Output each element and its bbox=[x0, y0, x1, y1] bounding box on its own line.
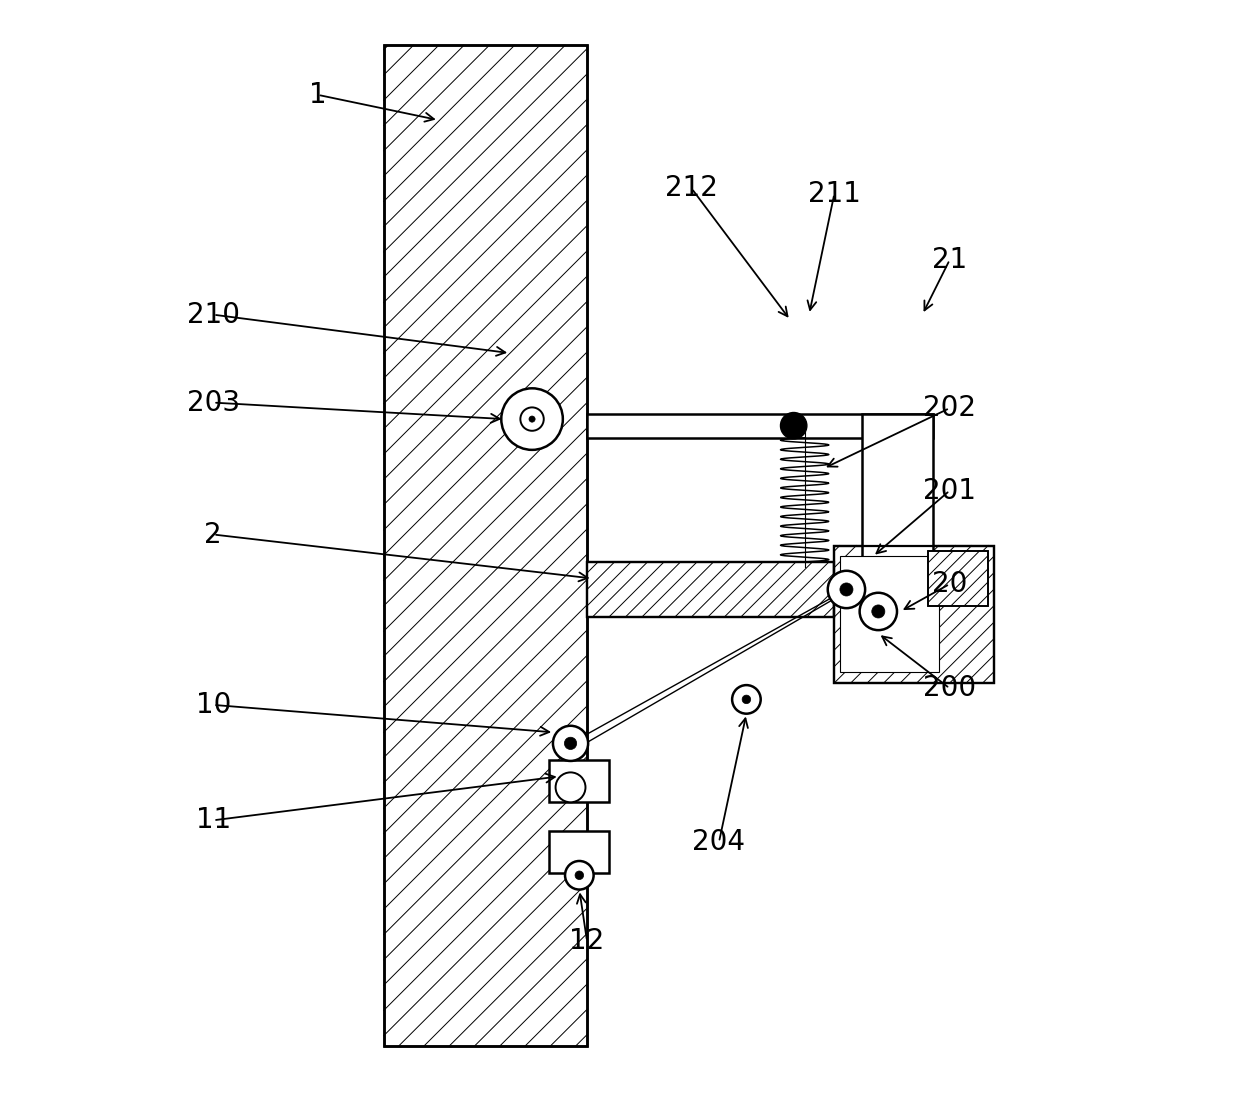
Circle shape bbox=[828, 571, 866, 608]
Text: 204: 204 bbox=[692, 829, 745, 856]
Bar bbox=[587, 562, 835, 617]
Bar bbox=[587, 413, 934, 437]
Text: 212: 212 bbox=[665, 174, 718, 203]
Circle shape bbox=[839, 583, 853, 596]
Bar bbox=[548, 760, 609, 801]
Text: 211: 211 bbox=[808, 180, 861, 208]
Text: 201: 201 bbox=[924, 476, 976, 505]
Text: 20: 20 bbox=[932, 570, 967, 598]
Circle shape bbox=[742, 695, 750, 704]
Text: 202: 202 bbox=[924, 395, 976, 422]
Bar bbox=[862, 413, 934, 617]
Bar bbox=[835, 545, 993, 683]
Circle shape bbox=[565, 861, 594, 889]
Circle shape bbox=[575, 871, 584, 879]
Text: 210: 210 bbox=[187, 301, 239, 328]
Bar bbox=[383, 45, 587, 1046]
Bar bbox=[928, 551, 988, 606]
Circle shape bbox=[859, 593, 897, 630]
Circle shape bbox=[556, 773, 585, 802]
Text: 203: 203 bbox=[187, 389, 239, 417]
Text: 2: 2 bbox=[205, 520, 222, 549]
Circle shape bbox=[872, 605, 885, 618]
Text: 21: 21 bbox=[932, 246, 967, 273]
Circle shape bbox=[780, 412, 807, 439]
Circle shape bbox=[732, 685, 760, 714]
Circle shape bbox=[553, 726, 588, 761]
Text: 200: 200 bbox=[924, 674, 976, 702]
Bar bbox=[383, 45, 587, 1046]
Circle shape bbox=[564, 737, 577, 749]
Circle shape bbox=[521, 408, 544, 431]
Text: 10: 10 bbox=[196, 691, 231, 719]
Bar bbox=[839, 557, 939, 672]
Bar bbox=[587, 562, 835, 617]
Bar bbox=[548, 831, 609, 873]
Text: 1: 1 bbox=[309, 80, 326, 109]
Bar bbox=[835, 545, 993, 683]
Circle shape bbox=[501, 388, 563, 450]
Text: 12: 12 bbox=[569, 927, 605, 955]
Text: 11: 11 bbox=[196, 807, 231, 834]
Circle shape bbox=[529, 417, 536, 422]
Bar bbox=[928, 551, 988, 606]
